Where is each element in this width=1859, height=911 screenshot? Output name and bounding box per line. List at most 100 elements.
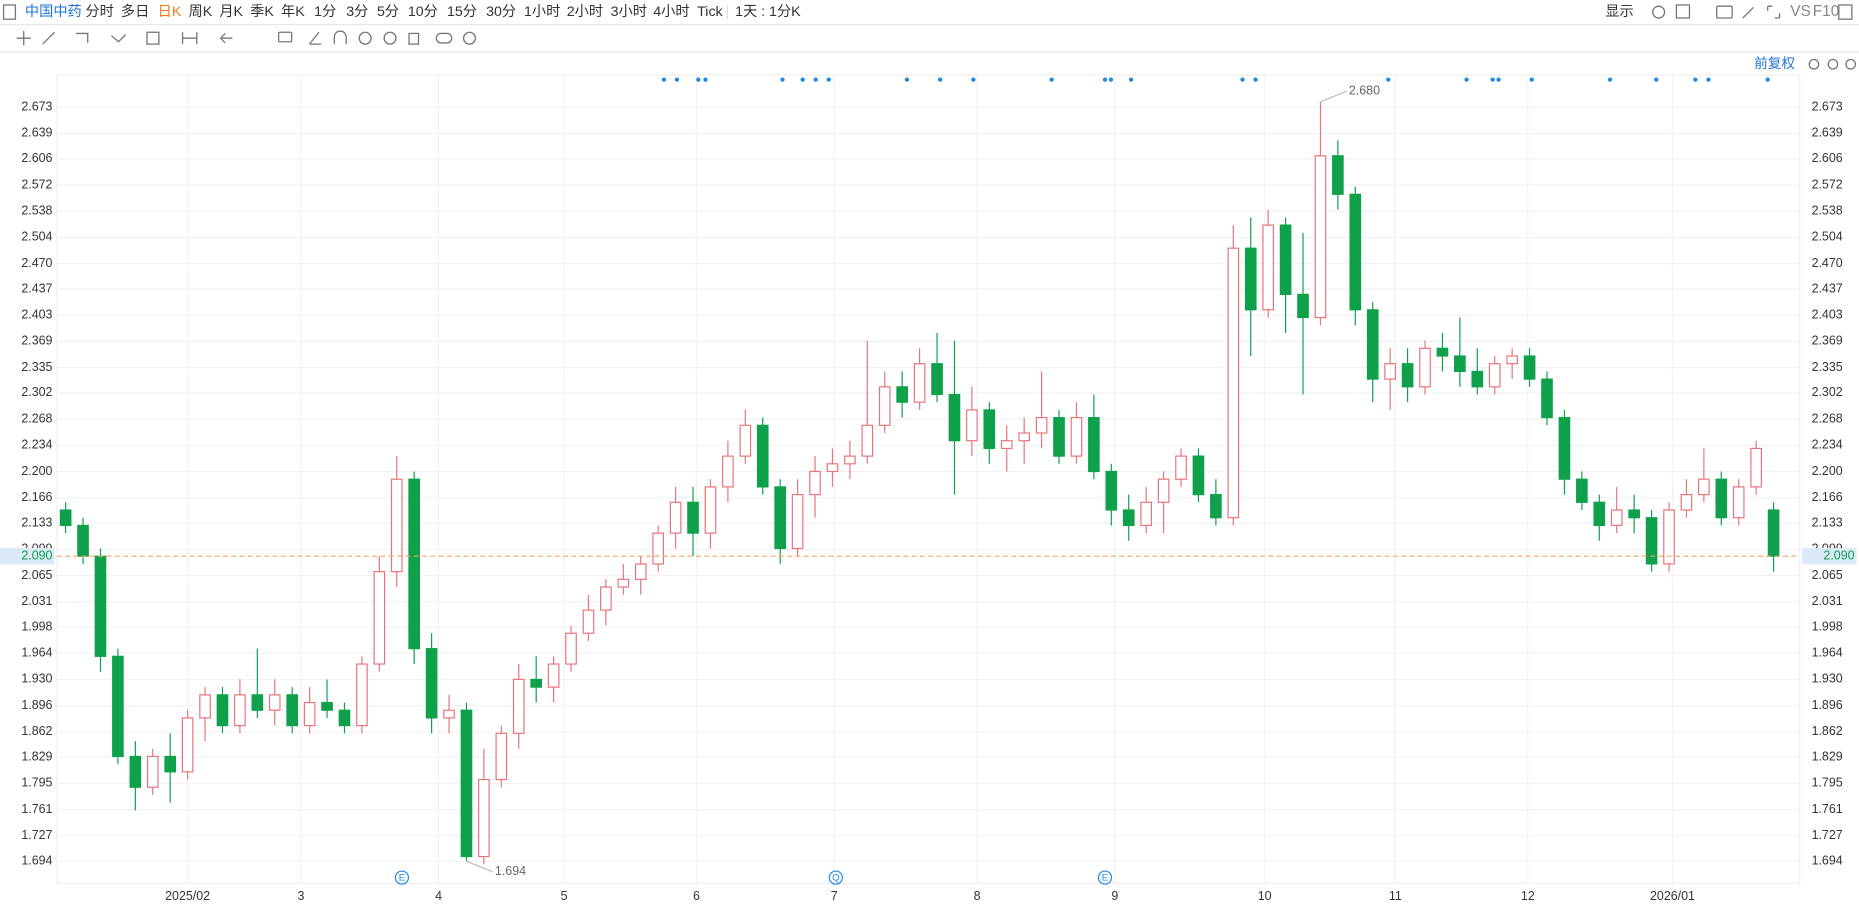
- event-dot[interactable]: [1607, 77, 1613, 82]
- candle-body: [1366, 309, 1379, 380]
- period-tab[interactable]: 5分: [377, 3, 399, 20]
- settings-icon[interactable]: [1652, 5, 1666, 19]
- period-tab[interactable]: 30分: [486, 3, 516, 20]
- candle-body: [1314, 155, 1327, 319]
- event-dot[interactable]: [971, 77, 976, 82]
- channel-tool[interactable]: [75, 32, 89, 43]
- measure-tool[interactable]: [181, 32, 198, 45]
- event-dot[interactable]: [1529, 77, 1534, 82]
- delete-tool[interactable]: [408, 32, 420, 45]
- event-dot[interactable]: [938, 77, 943, 82]
- snapshot-icon[interactable]: [1716, 5, 1733, 19]
- event-dot[interactable]: [813, 77, 818, 82]
- event-dot[interactable]: [661, 77, 667, 82]
- link-tool[interactable]: [435, 32, 453, 44]
- panel-toggle[interactable]: [1838, 4, 1853, 20]
- period-tab[interactable]: 3分: [346, 3, 368, 20]
- layout-icon[interactable]: [1675, 4, 1691, 19]
- adjust-label[interactable]: 前复权: [1754, 55, 1795, 71]
- y-tick-label-right: 2.403: [1812, 307, 1843, 321]
- event-dot[interactable]: [1464, 77, 1469, 82]
- reset-icon[interactable]: [1808, 58, 1820, 70]
- zoom-in-icon[interactable]: [1845, 58, 1857, 70]
- shape-tool[interactable]: [146, 31, 160, 45]
- y-tick-label: 2.031: [21, 594, 52, 608]
- period-tab[interactable]: Tick: [697, 4, 723, 20]
- event-dot[interactable]: [1108, 77, 1114, 82]
- candle-body: [286, 694, 299, 727]
- event-dot[interactable]: [1490, 77, 1495, 82]
- target-tool[interactable]: [383, 31, 397, 45]
- y-tick-label: 1.896: [21, 698, 52, 712]
- candle-body: [1680, 494, 1693, 511]
- period-tab[interactable]: 10分: [408, 3, 438, 20]
- arrow-tool[interactable]: [220, 32, 233, 44]
- event-dot[interactable]: [1049, 77, 1054, 82]
- event-label[interactable]: Q: [832, 873, 839, 884]
- fullscreen-icon[interactable]: [1767, 5, 1781, 19]
- zoom-out-icon[interactable]: [1827, 58, 1839, 70]
- event-dot[interactable]: [904, 77, 910, 82]
- toolbar-button[interactable]: VS: [1790, 3, 1811, 20]
- y-tick-label-right: 2.538: [1812, 204, 1843, 218]
- event-dot[interactable]: [1654, 77, 1659, 82]
- period-tab[interactable]: 年K: [281, 3, 305, 20]
- symbol-name[interactable]: 中国中药: [25, 3, 82, 20]
- sidebar-toggle[interactable]: [2, 4, 17, 20]
- candle-body: [600, 586, 612, 611]
- event-dot[interactable]: [1496, 77, 1501, 82]
- event-dot[interactable]: [1128, 77, 1134, 82]
- event-dot[interactable]: [1253, 77, 1258, 82]
- candle-body: [826, 463, 839, 473]
- period-tab[interactable]: 多日: [121, 3, 149, 20]
- period-tab[interactable]: 3小时: [611, 3, 647, 20]
- note-tool[interactable]: [277, 31, 293, 43]
- candle-body: [1576, 478, 1588, 503]
- event-dot[interactable]: [800, 77, 805, 82]
- event-dot[interactable]: [703, 77, 708, 82]
- candle-body: [1645, 517, 1658, 565]
- event-dot[interactable]: [674, 77, 680, 82]
- period-tab[interactable]: 日K: [158, 4, 182, 20]
- period-tab[interactable]: 周K: [189, 4, 213, 20]
- event-dot[interactable]: [1386, 77, 1391, 82]
- wave-tool[interactable]: [111, 34, 127, 43]
- period-tab[interactable]: 分时: [85, 3, 113, 20]
- period-tab[interactable]: 15分: [447, 3, 477, 20]
- candle-body: [669, 501, 682, 534]
- event-label[interactable]: E: [399, 873, 405, 884]
- candle-body: [1732, 486, 1745, 519]
- draw-icon[interactable]: [1742, 6, 1754, 19]
- event-dot[interactable]: [780, 77, 785, 82]
- period-tab[interactable]: 2小时: [567, 3, 603, 20]
- event-dot[interactable]: [826, 77, 831, 82]
- candle-body: [1053, 417, 1065, 457]
- period-selector[interactable]: 1天 : 1分K: [735, 3, 801, 20]
- x-tick-label: 8: [974, 889, 981, 903]
- candle-body: [1035, 417, 1048, 434]
- settings-tool[interactable]: [462, 31, 477, 45]
- event-dot[interactable]: [1693, 77, 1698, 82]
- candle-body: [1506, 355, 1518, 365]
- period-tab[interactable]: 1分: [314, 3, 336, 20]
- toolbar-button[interactable]: 显示: [1605, 4, 1633, 20]
- event-dot[interactable]: [1240, 77, 1245, 82]
- period-tab[interactable]: 季K: [250, 3, 274, 20]
- line-tool[interactable]: [42, 31, 55, 45]
- move-tool[interactable]: [16, 31, 31, 46]
- y-tick-label: 2.268: [21, 411, 52, 425]
- candle-body: [181, 717, 194, 773]
- arc-tool[interactable]: [333, 30, 347, 45]
- event-dot[interactable]: [696, 77, 701, 82]
- event-dot[interactable]: [1102, 77, 1108, 82]
- period-tab[interactable]: 4小时: [653, 3, 689, 20]
- angle-tool[interactable]: [308, 31, 322, 45]
- period-tab[interactable]: 1小时: [524, 3, 560, 20]
- event-dot[interactable]: [1765, 77, 1770, 82]
- toolbar-button[interactable]: F10: [1813, 3, 1840, 20]
- circle-tool[interactable]: [358, 31, 372, 45]
- event-label[interactable]: E: [1102, 873, 1108, 884]
- period-tab[interactable]: 月K: [219, 4, 243, 20]
- event-dot[interactable]: [1706, 77, 1711, 82]
